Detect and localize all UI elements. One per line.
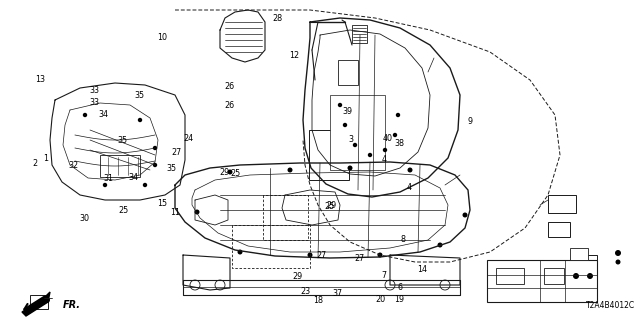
Circle shape [138, 118, 142, 122]
Circle shape [408, 167, 413, 172]
Text: 31: 31 [103, 174, 113, 183]
Circle shape [378, 252, 383, 258]
Circle shape [343, 123, 347, 127]
Bar [330, 95, 385, 170]
Text: 29: 29 [326, 201, 337, 210]
Text: 33: 33 [90, 86, 100, 95]
Circle shape [153, 146, 157, 150]
Circle shape [368, 153, 372, 157]
Text: 34: 34 [129, 173, 139, 182]
Text: 20: 20 [376, 295, 386, 304]
Text: 18: 18 [313, 296, 323, 305]
Bar [309, 130, 349, 180]
Circle shape [153, 163, 157, 167]
Text: 7: 7 [381, 271, 387, 280]
Text: 4: 4 [381, 156, 387, 164]
Circle shape [573, 273, 579, 279]
Circle shape [396, 113, 400, 117]
Bar [544, 268, 564, 284]
Bar [575, 255, 597, 269]
Circle shape [587, 273, 593, 279]
Text: 27: 27 [316, 252, 326, 260]
Bar [496, 268, 524, 284]
Bar [570, 248, 588, 260]
Text: 4: 4 [407, 183, 412, 192]
Text: 3: 3 [348, 135, 353, 144]
Circle shape [44, 297, 50, 303]
Text: 25: 25 [230, 169, 241, 178]
Text: 8: 8 [401, 235, 406, 244]
Bar [352, 25, 367, 43]
Text: 26: 26 [224, 82, 234, 91]
Text: 37: 37 [333, 289, 343, 298]
Text: 38: 38 [394, 139, 404, 148]
Text: 35: 35 [118, 136, 128, 145]
Text: 10: 10 [157, 33, 167, 42]
Circle shape [307, 252, 312, 258]
Circle shape [438, 243, 442, 247]
Circle shape [287, 167, 292, 172]
Bar [548, 195, 576, 213]
Text: 29: 29 [219, 168, 229, 177]
Circle shape [348, 165, 353, 171]
Text: 19: 19 [394, 295, 404, 304]
Circle shape [616, 260, 621, 265]
Circle shape [103, 183, 108, 187]
Bar [30, 295, 48, 309]
Circle shape [393, 133, 397, 137]
Text: 23: 23 [300, 287, 310, 296]
Text: 28: 28 [273, 14, 283, 23]
Text: 32: 32 [68, 161, 79, 170]
Text: 27: 27 [171, 148, 181, 157]
Text: 34: 34 [99, 110, 109, 119]
Text: 39: 39 [342, 108, 353, 116]
Circle shape [237, 250, 243, 254]
Text: 26: 26 [224, 101, 234, 110]
Text: 12: 12 [289, 52, 300, 60]
Text: 24: 24 [184, 134, 194, 143]
Text: 35: 35 [166, 164, 177, 173]
Text: 9: 9 [468, 117, 473, 126]
Text: 11: 11 [170, 208, 180, 217]
Circle shape [582, 260, 588, 265]
Text: 25: 25 [324, 202, 335, 211]
Text: T2A4B4012C: T2A4B4012C [586, 301, 635, 310]
Text: FR.: FR. [63, 300, 81, 310]
Text: 15: 15 [157, 199, 167, 208]
Text: 14: 14 [417, 265, 428, 274]
Circle shape [143, 183, 147, 187]
Circle shape [195, 210, 200, 214]
Text: 13: 13 [35, 75, 45, 84]
Circle shape [227, 170, 232, 174]
Circle shape [615, 250, 621, 256]
Text: 1: 1 [44, 154, 49, 163]
Polygon shape [22, 292, 50, 316]
Circle shape [338, 103, 342, 107]
Text: 30: 30 [79, 214, 90, 223]
Text: 33: 33 [90, 98, 100, 107]
Circle shape [463, 212, 467, 218]
Circle shape [83, 113, 87, 117]
Circle shape [353, 143, 357, 147]
Text: 6: 6 [397, 284, 403, 292]
Text: 29: 29 [292, 272, 303, 281]
Bar [100, 155, 140, 177]
Text: 25: 25 [118, 206, 129, 215]
Circle shape [383, 148, 387, 152]
Text: 35: 35 [134, 91, 145, 100]
Text: 27: 27 [355, 254, 365, 263]
Bar [548, 222, 570, 237]
Bar [338, 60, 358, 85]
Bar [487, 260, 597, 302]
Text: 2: 2 [33, 159, 38, 168]
Text: 40: 40 [382, 134, 392, 143]
